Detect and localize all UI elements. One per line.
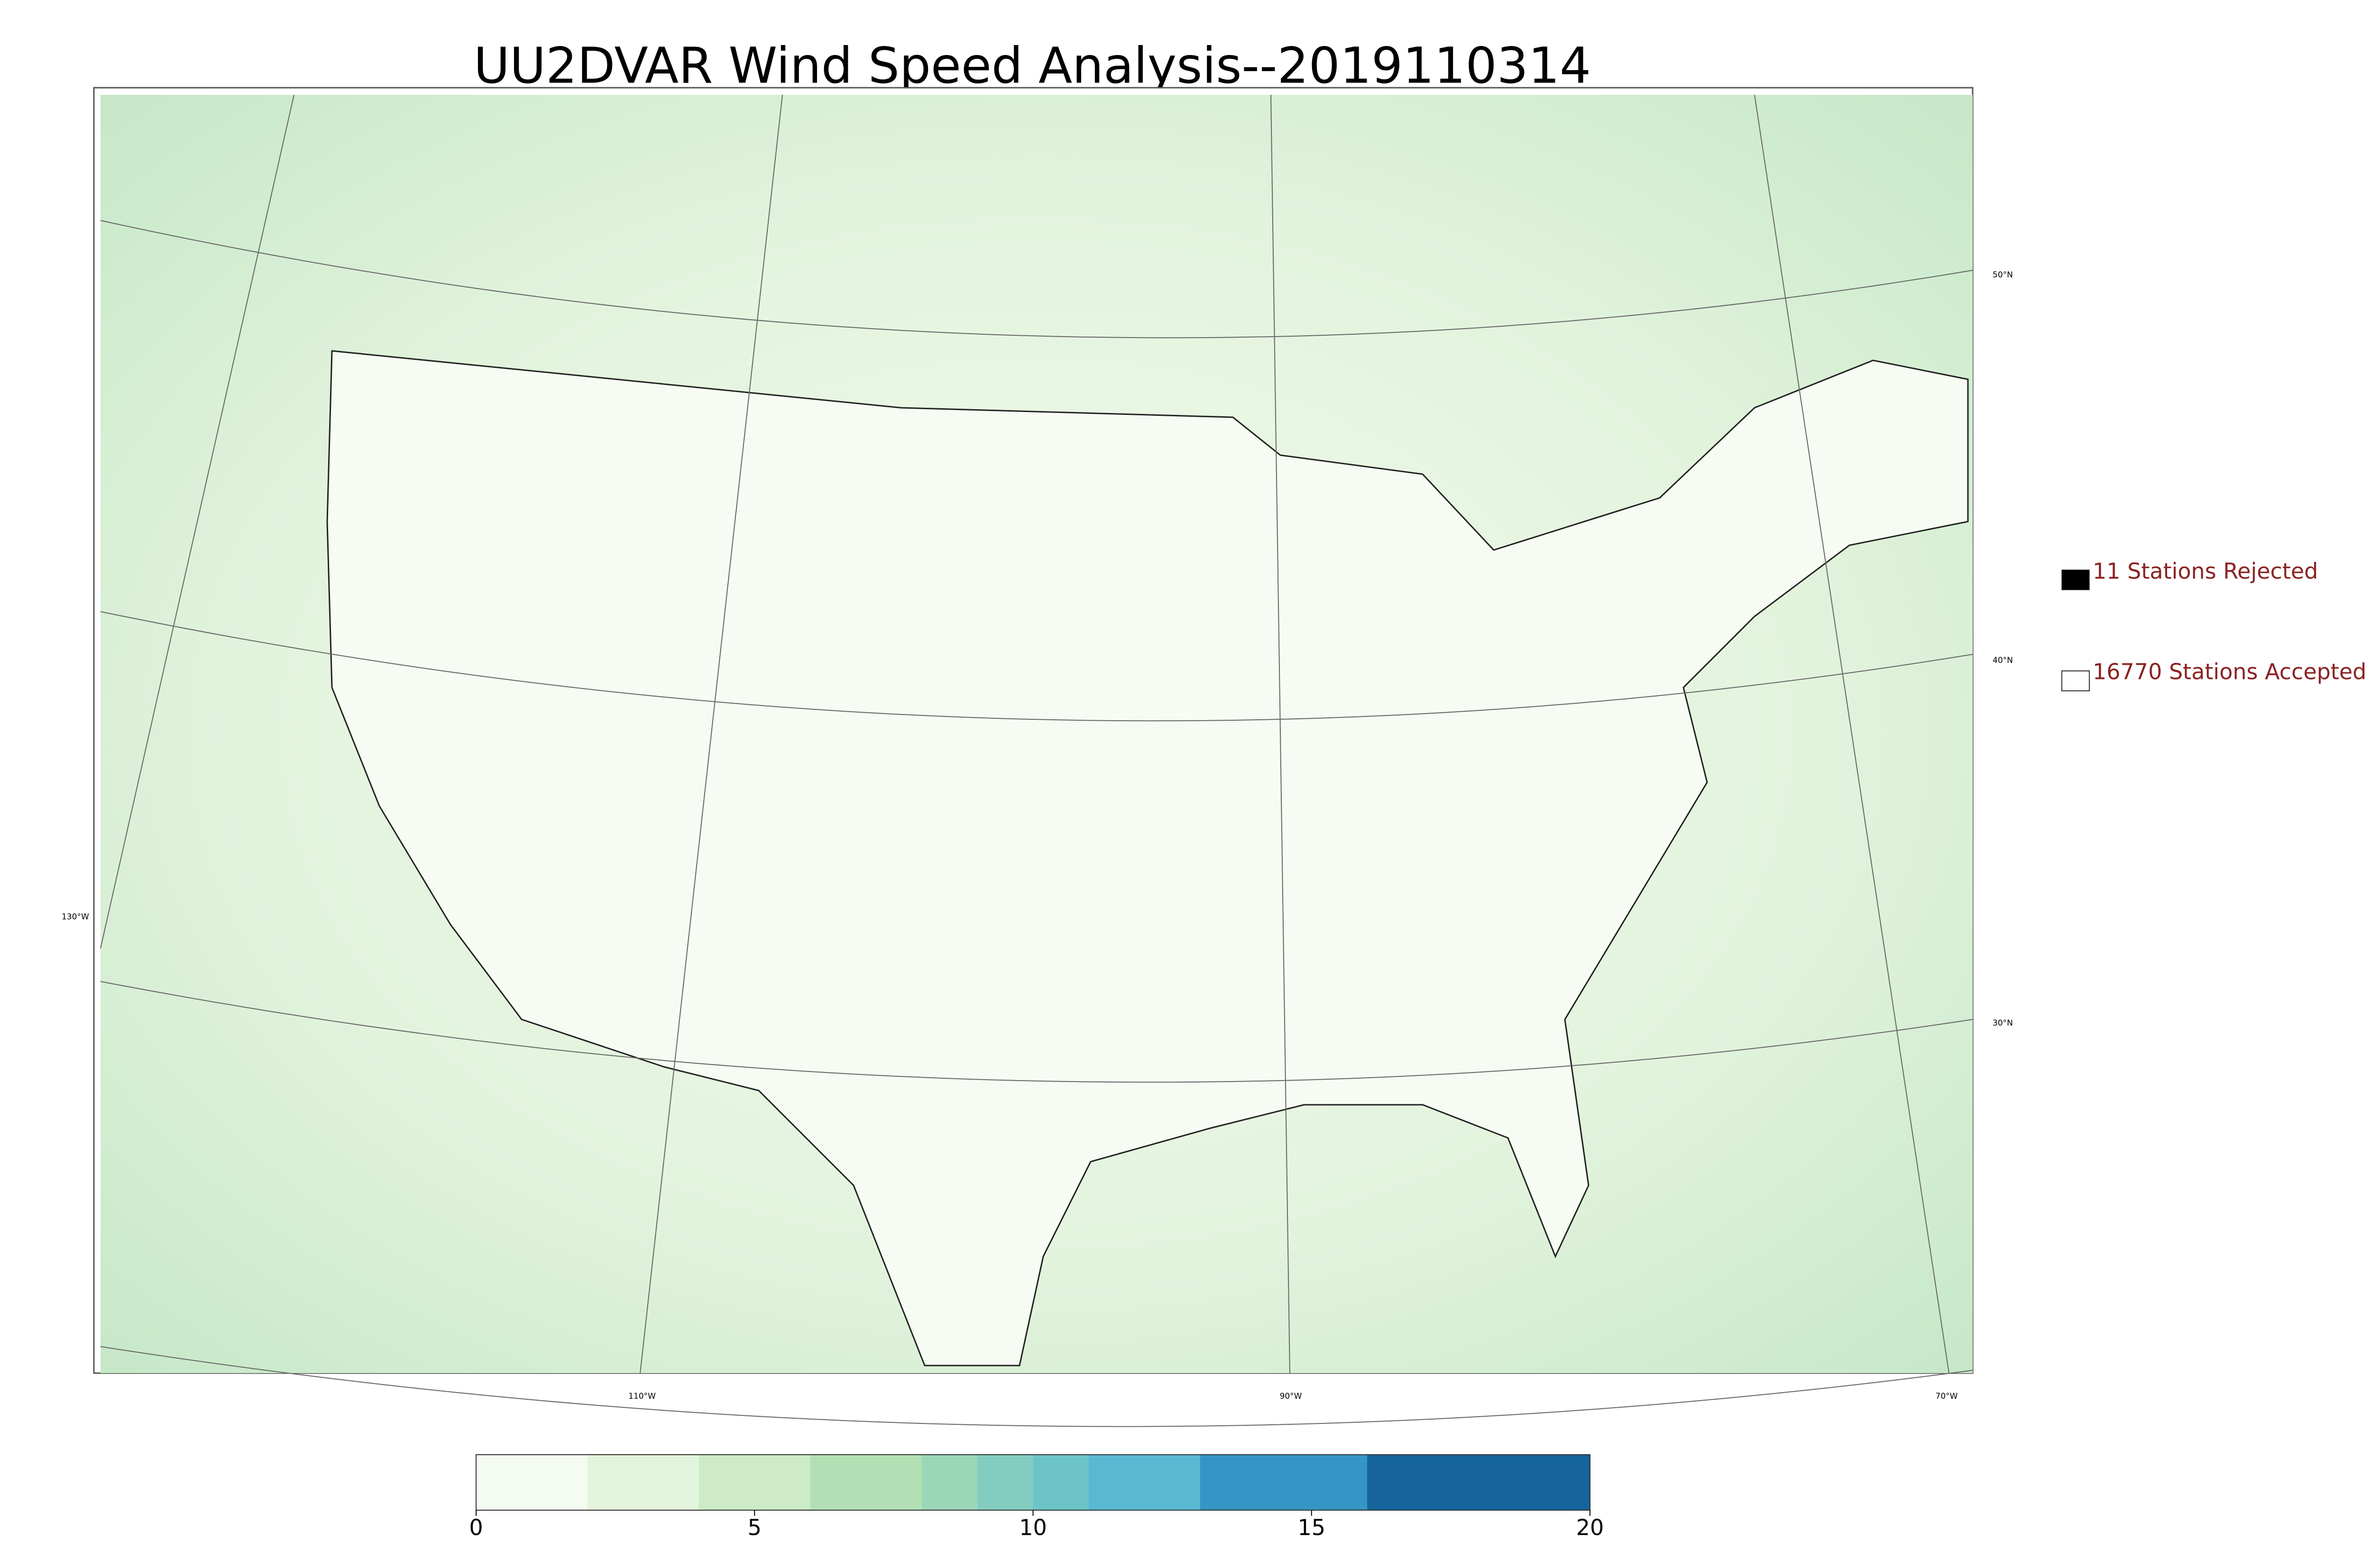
graticule	[100, 94, 1973, 1427]
colorbar-segment	[977, 1455, 1033, 1510]
colorbar-segment	[921, 1455, 978, 1510]
colorbar-segment	[587, 1455, 699, 1510]
colorbar-segment	[698, 1455, 811, 1510]
colorbar-tick-label: 0	[469, 1515, 483, 1540]
lon-label: 130°W	[62, 912, 89, 922]
legend-rejected-label: 11 Stations Rejected	[2093, 559, 2318, 584]
legend: 11 Stations Rejected 16770 Stations Acce…	[2061, 559, 2366, 691]
colorbar-segment	[476, 1455, 588, 1510]
lon-label: 90°W	[1280, 1392, 1302, 1401]
colorbar-segment	[1200, 1455, 1368, 1510]
map	[93, 87, 1974, 1427]
legend-accepted-swatch	[2061, 670, 2090, 691]
colorbar-tick-label: 15	[1297, 1515, 1325, 1540]
colorbar-tick-label: 10	[1019, 1515, 1047, 1540]
land-outline	[326, 350, 1969, 1366]
legend-rejected-swatch	[2061, 569, 2090, 590]
lon-label: 110°W	[628, 1392, 656, 1401]
lat-label: 30°N	[1993, 1018, 2013, 1028]
legend-accepted-label: 16770 Stations Accepted	[2093, 659, 2366, 685]
colorbar-tick-label: 5	[748, 1515, 762, 1540]
map-title: UU2DVAR Wind Speed Analysis--2019110314	[474, 37, 1591, 94]
colorbar-segment	[1088, 1455, 1201, 1510]
lat-label: 50°N	[1993, 270, 2013, 280]
colorbar-segment	[1367, 1455, 1590, 1510]
colorbar: 0 5 10 15 20	[469, 1454, 1604, 1540]
colorbar-segment	[810, 1455, 922, 1510]
map-labels: 50°N 40°N 30°N 130°W 110°W 90°W 70°W	[62, 270, 2013, 1401]
lon-label: 70°W	[1936, 1392, 1958, 1401]
colorbar-segment	[1033, 1455, 1089, 1510]
colorbar-tick-label: 20	[1576, 1515, 1604, 1540]
lat-label: 40°N	[1993, 656, 2013, 665]
